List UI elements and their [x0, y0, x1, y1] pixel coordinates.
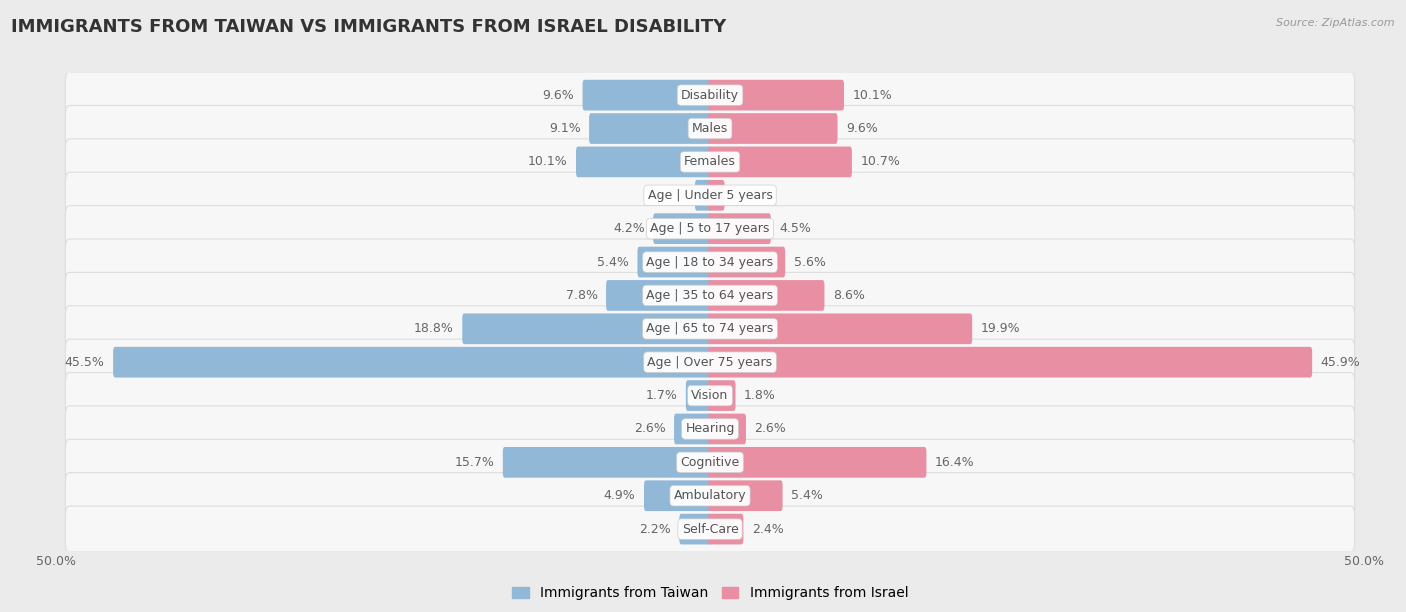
Text: Self-Care: Self-Care	[682, 523, 738, 536]
FancyBboxPatch shape	[66, 339, 1354, 385]
FancyBboxPatch shape	[679, 513, 711, 545]
Text: Ambulatory: Ambulatory	[673, 489, 747, 502]
FancyBboxPatch shape	[66, 306, 1354, 352]
FancyBboxPatch shape	[644, 480, 711, 511]
FancyBboxPatch shape	[66, 172, 1354, 218]
Text: 10.7%: 10.7%	[860, 155, 900, 168]
FancyBboxPatch shape	[709, 480, 783, 511]
Text: Age | Over 75 years: Age | Over 75 years	[648, 356, 772, 368]
FancyBboxPatch shape	[66, 139, 1354, 185]
FancyBboxPatch shape	[709, 113, 838, 144]
Text: IMMIGRANTS FROM TAIWAN VS IMMIGRANTS FROM ISRAEL DISABILITY: IMMIGRANTS FROM TAIWAN VS IMMIGRANTS FRO…	[11, 18, 727, 36]
FancyBboxPatch shape	[709, 447, 927, 478]
FancyBboxPatch shape	[637, 247, 711, 277]
FancyBboxPatch shape	[654, 214, 711, 244]
Text: Males: Males	[692, 122, 728, 135]
Legend: Immigrants from Taiwan, Immigrants from Israel: Immigrants from Taiwan, Immigrants from …	[506, 581, 914, 606]
Text: Age | 18 to 34 years: Age | 18 to 34 years	[647, 256, 773, 269]
Text: 5.4%: 5.4%	[792, 489, 823, 502]
Text: 18.8%: 18.8%	[413, 323, 454, 335]
FancyBboxPatch shape	[66, 506, 1354, 552]
Text: 7.8%: 7.8%	[565, 289, 598, 302]
FancyBboxPatch shape	[66, 406, 1354, 452]
Text: 8.6%: 8.6%	[832, 289, 865, 302]
Text: 45.5%: 45.5%	[65, 356, 104, 368]
Text: 4.2%: 4.2%	[613, 222, 644, 235]
FancyBboxPatch shape	[709, 146, 852, 177]
Text: 45.9%: 45.9%	[1320, 356, 1361, 368]
Text: 2.4%: 2.4%	[752, 523, 783, 536]
FancyBboxPatch shape	[709, 347, 1312, 378]
Text: 2.2%: 2.2%	[640, 523, 671, 536]
FancyBboxPatch shape	[606, 280, 711, 311]
FancyBboxPatch shape	[503, 447, 711, 478]
Text: 9.6%: 9.6%	[846, 122, 877, 135]
FancyBboxPatch shape	[695, 180, 711, 211]
FancyBboxPatch shape	[709, 180, 724, 211]
Text: 0.96%: 0.96%	[733, 188, 773, 202]
FancyBboxPatch shape	[686, 380, 711, 411]
FancyBboxPatch shape	[589, 113, 711, 144]
FancyBboxPatch shape	[66, 206, 1354, 252]
Text: 10.1%: 10.1%	[527, 155, 568, 168]
FancyBboxPatch shape	[709, 414, 747, 444]
Text: 1.0%: 1.0%	[655, 188, 686, 202]
Text: 2.6%: 2.6%	[755, 422, 786, 436]
Text: Age | 35 to 64 years: Age | 35 to 64 years	[647, 289, 773, 302]
FancyBboxPatch shape	[709, 247, 785, 277]
Text: Females: Females	[685, 155, 735, 168]
FancyBboxPatch shape	[709, 214, 770, 244]
Text: 4.9%: 4.9%	[603, 489, 636, 502]
Text: 5.4%: 5.4%	[598, 256, 628, 269]
FancyBboxPatch shape	[709, 80, 844, 111]
FancyBboxPatch shape	[709, 280, 824, 311]
FancyBboxPatch shape	[709, 313, 972, 344]
FancyBboxPatch shape	[463, 313, 711, 344]
Text: 1.7%: 1.7%	[645, 389, 678, 402]
Text: 19.9%: 19.9%	[981, 323, 1021, 335]
Text: Vision: Vision	[692, 389, 728, 402]
Text: 9.6%: 9.6%	[543, 89, 574, 102]
FancyBboxPatch shape	[112, 347, 711, 378]
Text: Disability: Disability	[681, 89, 740, 102]
FancyBboxPatch shape	[673, 414, 711, 444]
Text: 2.6%: 2.6%	[634, 422, 665, 436]
FancyBboxPatch shape	[66, 105, 1354, 152]
FancyBboxPatch shape	[66, 239, 1354, 285]
Text: Hearing: Hearing	[685, 422, 735, 436]
Text: 9.1%: 9.1%	[548, 122, 581, 135]
Text: 10.1%: 10.1%	[852, 89, 893, 102]
FancyBboxPatch shape	[66, 72, 1354, 118]
Text: 5.6%: 5.6%	[794, 256, 825, 269]
Text: Cognitive: Cognitive	[681, 456, 740, 469]
Text: Source: ZipAtlas.com: Source: ZipAtlas.com	[1277, 18, 1395, 28]
FancyBboxPatch shape	[576, 146, 711, 177]
Text: 15.7%: 15.7%	[454, 456, 495, 469]
Text: 4.5%: 4.5%	[779, 222, 811, 235]
FancyBboxPatch shape	[66, 439, 1354, 485]
Text: Age | Under 5 years: Age | Under 5 years	[648, 188, 772, 202]
Text: 16.4%: 16.4%	[935, 456, 974, 469]
Text: Age | 65 to 74 years: Age | 65 to 74 years	[647, 323, 773, 335]
FancyBboxPatch shape	[709, 513, 744, 545]
FancyBboxPatch shape	[66, 373, 1354, 419]
FancyBboxPatch shape	[709, 380, 735, 411]
Text: 1.8%: 1.8%	[744, 389, 776, 402]
FancyBboxPatch shape	[582, 80, 711, 111]
FancyBboxPatch shape	[66, 472, 1354, 519]
Text: Age | 5 to 17 years: Age | 5 to 17 years	[651, 222, 769, 235]
FancyBboxPatch shape	[66, 272, 1354, 318]
